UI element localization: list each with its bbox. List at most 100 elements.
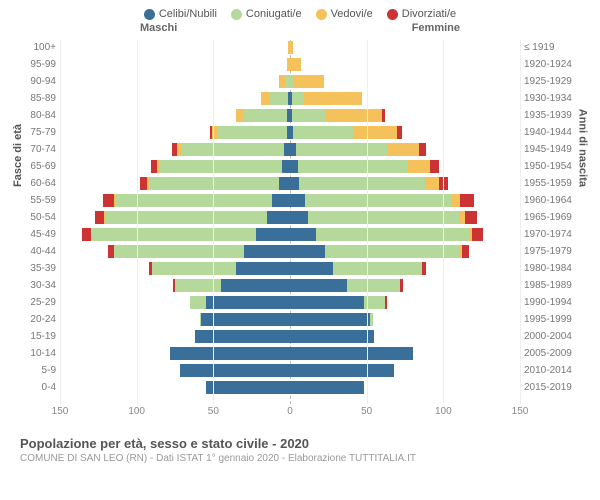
age-label: 70-74 (20, 142, 56, 157)
bar-segment (290, 58, 301, 71)
male-bar (210, 126, 290, 139)
legend-label: Vedovi/e (331, 8, 373, 20)
x-tick-label: 50 (208, 406, 219, 417)
x-gridline (443, 40, 444, 404)
age-label: 65-69 (20, 159, 56, 174)
age-label: 75-79 (20, 125, 56, 140)
x-tick-label: 100 (435, 406, 452, 417)
female-bar (290, 160, 439, 173)
legend-label: Coniugati/e (246, 8, 302, 20)
bar-segment (305, 194, 451, 207)
x-tick-label: 50 (361, 406, 372, 417)
male-bar (279, 75, 290, 88)
birth-label: 1950-1954 (524, 159, 582, 174)
bar-segment (290, 245, 325, 258)
bar-segment (308, 211, 458, 224)
age-label: 15-19 (20, 329, 56, 344)
bar-segment (290, 347, 413, 360)
bar-segment (103, 194, 114, 207)
female-bar (290, 177, 448, 190)
pyramid-row: 55-591960-1964 (60, 193, 520, 210)
bar-segment (290, 330, 374, 343)
pyramid-row: 85-891930-1934 (60, 91, 520, 108)
female-bar (290, 58, 301, 71)
female-bar (290, 330, 374, 343)
legend-item: Celibi/Nubili (144, 8, 217, 20)
x-tick-label: 150 (512, 406, 529, 417)
age-label: 85-89 (20, 91, 56, 106)
x-gridline (367, 40, 368, 404)
birth-label: 1925-1929 (524, 74, 582, 89)
age-label: 10-14 (20, 346, 56, 361)
male-bar (95, 211, 290, 224)
x-tick-label: 100 (128, 406, 145, 417)
male-bar (236, 109, 290, 122)
age-label: 5-9 (20, 363, 56, 378)
pyramid-row: 10-142005-2009 (60, 346, 520, 363)
bar-segment (333, 262, 422, 275)
bar-segment (195, 330, 290, 343)
bar-segment (465, 211, 477, 224)
male-bar (140, 177, 290, 190)
pyramid-row: 95-991920-1924 (60, 57, 520, 74)
age-label: 50-54 (20, 210, 56, 225)
pyramid-row: 30-341985-1989 (60, 278, 520, 295)
pyramid-row: 50-541965-1969 (60, 210, 520, 227)
male-bar (108, 245, 290, 258)
legend-swatch (144, 9, 155, 20)
legend-swatch (387, 9, 398, 20)
bar-segment (316, 228, 469, 241)
bar-segment (296, 143, 388, 156)
birth-label: 1945-1949 (524, 142, 582, 157)
bar-segment (272, 194, 290, 207)
bar-segment (221, 279, 290, 292)
pyramid-row: 25-291990-1994 (60, 295, 520, 312)
bar-segment (261, 92, 270, 105)
female-bar (290, 211, 477, 224)
birth-label: 1930-1934 (524, 91, 582, 106)
age-label: 100+ (20, 40, 56, 55)
male-bar (82, 228, 291, 241)
pyramid-row: 80-841935-1939 (60, 108, 520, 125)
bar-segment (292, 92, 304, 105)
birth-label: 2000-2004 (524, 329, 582, 344)
male-bar (261, 92, 290, 105)
age-label: 40-44 (20, 244, 56, 259)
birth-label: 1990-1994 (524, 295, 582, 310)
legend-item: Vedovi/e (316, 8, 373, 20)
male-bar (172, 143, 290, 156)
age-label: 55-59 (20, 193, 56, 208)
bar-segment (206, 296, 290, 309)
age-label: 35-39 (20, 261, 56, 276)
female-column-title: Femmine (412, 22, 460, 34)
female-bar (290, 41, 293, 54)
age-label: 25-29 (20, 295, 56, 310)
birth-label: ≤ 1919 (524, 40, 582, 55)
female-bar (290, 126, 402, 139)
legend-label: Divorziati/e (402, 8, 456, 20)
birth-label: 2010-2014 (524, 363, 582, 378)
female-bar (290, 92, 362, 105)
bar-segment (451, 194, 460, 207)
birth-label: 1960-1964 (524, 193, 582, 208)
bar-segment (298, 160, 408, 173)
bar-segment (293, 75, 324, 88)
bar-segment (388, 143, 419, 156)
bar-segment (270, 92, 288, 105)
female-bar (290, 143, 426, 156)
birth-label: 1965-1969 (524, 210, 582, 225)
bar-segment (354, 126, 397, 139)
legend: Celibi/Nubili Coniugati/e Vedovi/e Divorzia… (0, 0, 600, 22)
bar-segment (347, 279, 401, 292)
bar-segment (397, 126, 402, 139)
pyramid-row: 20-241995-1999 (60, 312, 520, 329)
bar-segment (430, 160, 439, 173)
female-bar (290, 279, 403, 292)
birth-label: 2015-2019 (524, 380, 582, 395)
bar-segment (95, 211, 104, 224)
birth-label: 1980-1984 (524, 261, 582, 276)
male-bar (180, 364, 290, 377)
bar-segment (290, 262, 333, 275)
bar-segment (370, 313, 373, 326)
bar-segment (299, 177, 425, 190)
